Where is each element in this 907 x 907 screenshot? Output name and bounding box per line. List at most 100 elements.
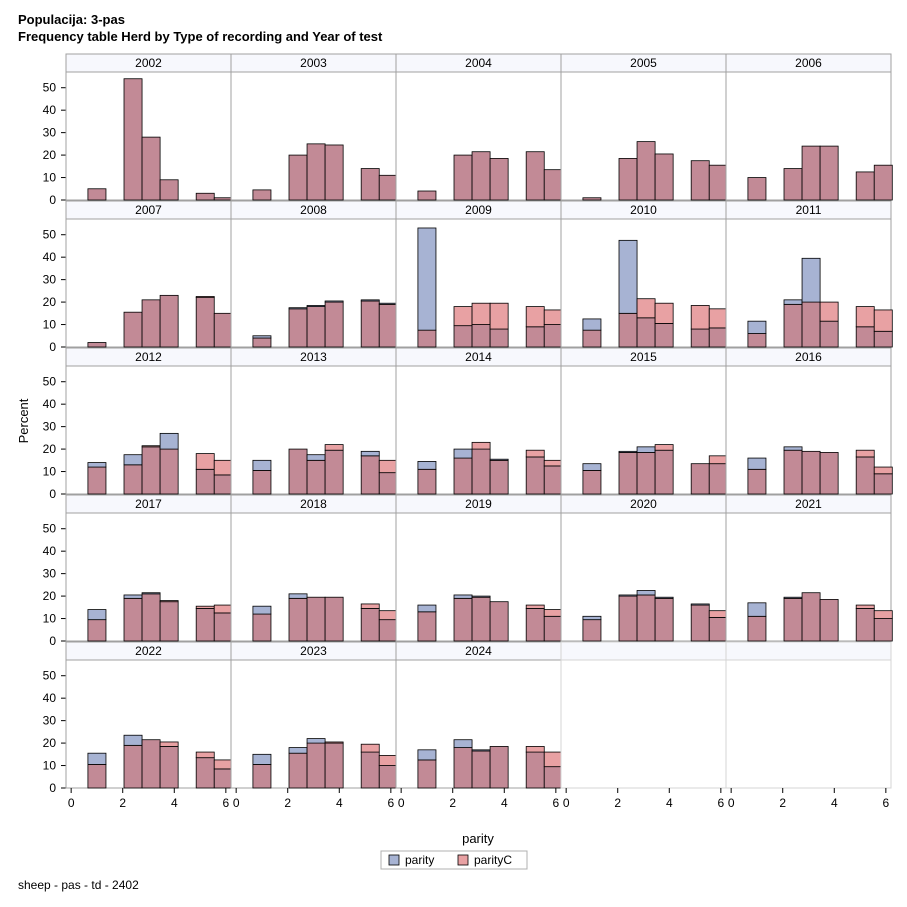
bar-overlap: [288, 154, 308, 201]
bar-overlap: [123, 744, 143, 789]
y-tick-label: 10: [43, 612, 57, 626]
empty-panel-area: [560, 659, 727, 789]
bar-overlap: [873, 164, 893, 201]
y-tick-label: 0: [49, 193, 56, 207]
bar-overlap: [690, 160, 710, 201]
bar-overlap: [471, 596, 491, 642]
bar-overlap: [654, 449, 674, 495]
x-tick-label: 2: [284, 796, 291, 810]
bar-parityC: [378, 755, 398, 766]
bar-parity: [636, 590, 656, 596]
bar-parity: [159, 432, 179, 450]
y-tick-label: 20: [43, 148, 57, 162]
panel-year-label: 2016: [795, 350, 822, 364]
bar-overlap: [195, 297, 215, 348]
panel-year-label: 2021: [795, 497, 822, 511]
bar-overlap: [195, 608, 215, 642]
panel-year-label: 2023: [300, 644, 327, 658]
bar-parity: [582, 318, 602, 331]
bar-overlap: [453, 325, 473, 348]
bar-overlap: [195, 757, 215, 789]
bar-overlap: [636, 452, 656, 495]
bar-parityC: [873, 610, 893, 619]
bar-overlap: [360, 608, 380, 642]
bar-parity: [453, 739, 473, 748]
y-tick-label: 50: [43, 81, 57, 95]
bar-overlap: [213, 312, 233, 348]
bar-parity: [306, 454, 326, 461]
bar-overlap: [525, 456, 545, 495]
bar-parityC: [708, 455, 728, 465]
bar-overlap: [306, 459, 326, 495]
empty-panel-strip: [725, 641, 892, 661]
y-tick-label: 0: [49, 781, 56, 795]
x-tick-label: 6: [883, 796, 890, 810]
bar-overlap: [525, 326, 545, 348]
bar-overlap: [708, 463, 728, 495]
bar-overlap: [123, 597, 143, 642]
bar-overlap: [618, 595, 638, 642]
bar-parityC: [141, 445, 161, 448]
bar-overlap: [141, 739, 161, 789]
bar-overlap: [324, 144, 344, 201]
panel-year-label: 2007: [135, 203, 162, 217]
bar-parityC: [636, 298, 656, 319]
bar-overlap: [855, 171, 875, 201]
panel-year-label: 2015: [630, 350, 657, 364]
bar-parityC: [873, 466, 893, 475]
bar-overlap: [195, 468, 215, 495]
y-tick-label: 50: [43, 669, 57, 683]
bar-overlap: [489, 158, 509, 201]
bar-overlap: [141, 593, 161, 642]
bar-parity: [252, 753, 272, 765]
bar-parityC: [195, 751, 215, 759]
bar-overlap: [783, 168, 803, 201]
x-tick-label: 0: [398, 796, 405, 810]
bar-overlap: [855, 608, 875, 642]
bar-overlap: [690, 604, 710, 642]
bar-parity: [801, 257, 821, 303]
bar-overlap: [543, 169, 563, 201]
bar-overlap: [489, 746, 509, 789]
bar-parityC: [378, 459, 398, 474]
bar-overlap: [471, 151, 491, 201]
bar-parity: [417, 227, 437, 331]
panel-year-label: 2020: [630, 497, 657, 511]
bar-overlap: [636, 141, 656, 201]
x-tick-label: 6: [718, 796, 725, 810]
bar-parityC: [525, 746, 545, 753]
bar-parityC: [213, 759, 233, 770]
bar-overlap: [855, 326, 875, 348]
bar-overlap: [525, 151, 545, 201]
bar-parityC: [195, 453, 215, 470]
bar-overlap: [582, 470, 602, 495]
footnote: sheep - pas - td - 2402: [18, 878, 139, 892]
x-tick-label: 4: [831, 796, 838, 810]
bar-parityC: [453, 306, 473, 327]
bar-overlap: [324, 449, 344, 495]
bar-overlap: [360, 300, 380, 348]
bar-parity: [288, 593, 308, 599]
bar-overlap: [195, 192, 215, 201]
y-tick-label: 10: [43, 465, 57, 479]
bar-overlap: [252, 613, 272, 642]
bar-parity: [453, 594, 473, 599]
bar-overlap: [288, 308, 308, 348]
bar-overlap: [159, 179, 179, 201]
bar-overlap: [471, 324, 491, 348]
bar-parityC: [543, 609, 563, 617]
bar-overlap: [288, 752, 308, 789]
y-tick-label: 30: [43, 420, 57, 434]
bar-parityC: [159, 600, 179, 603]
bar-overlap: [213, 768, 233, 789]
bar-overlap: [417, 190, 437, 201]
panel-year-label: 2018: [300, 497, 327, 511]
bar-parity: [417, 461, 437, 470]
bar-parity: [360, 450, 380, 457]
bar-parity: [747, 320, 767, 334]
bar-parity: [582, 615, 602, 621]
bar-overlap: [87, 466, 107, 495]
panel-year-label: 2009: [465, 203, 492, 217]
bar-parity: [618, 239, 638, 314]
bar-parity: [783, 596, 803, 599]
